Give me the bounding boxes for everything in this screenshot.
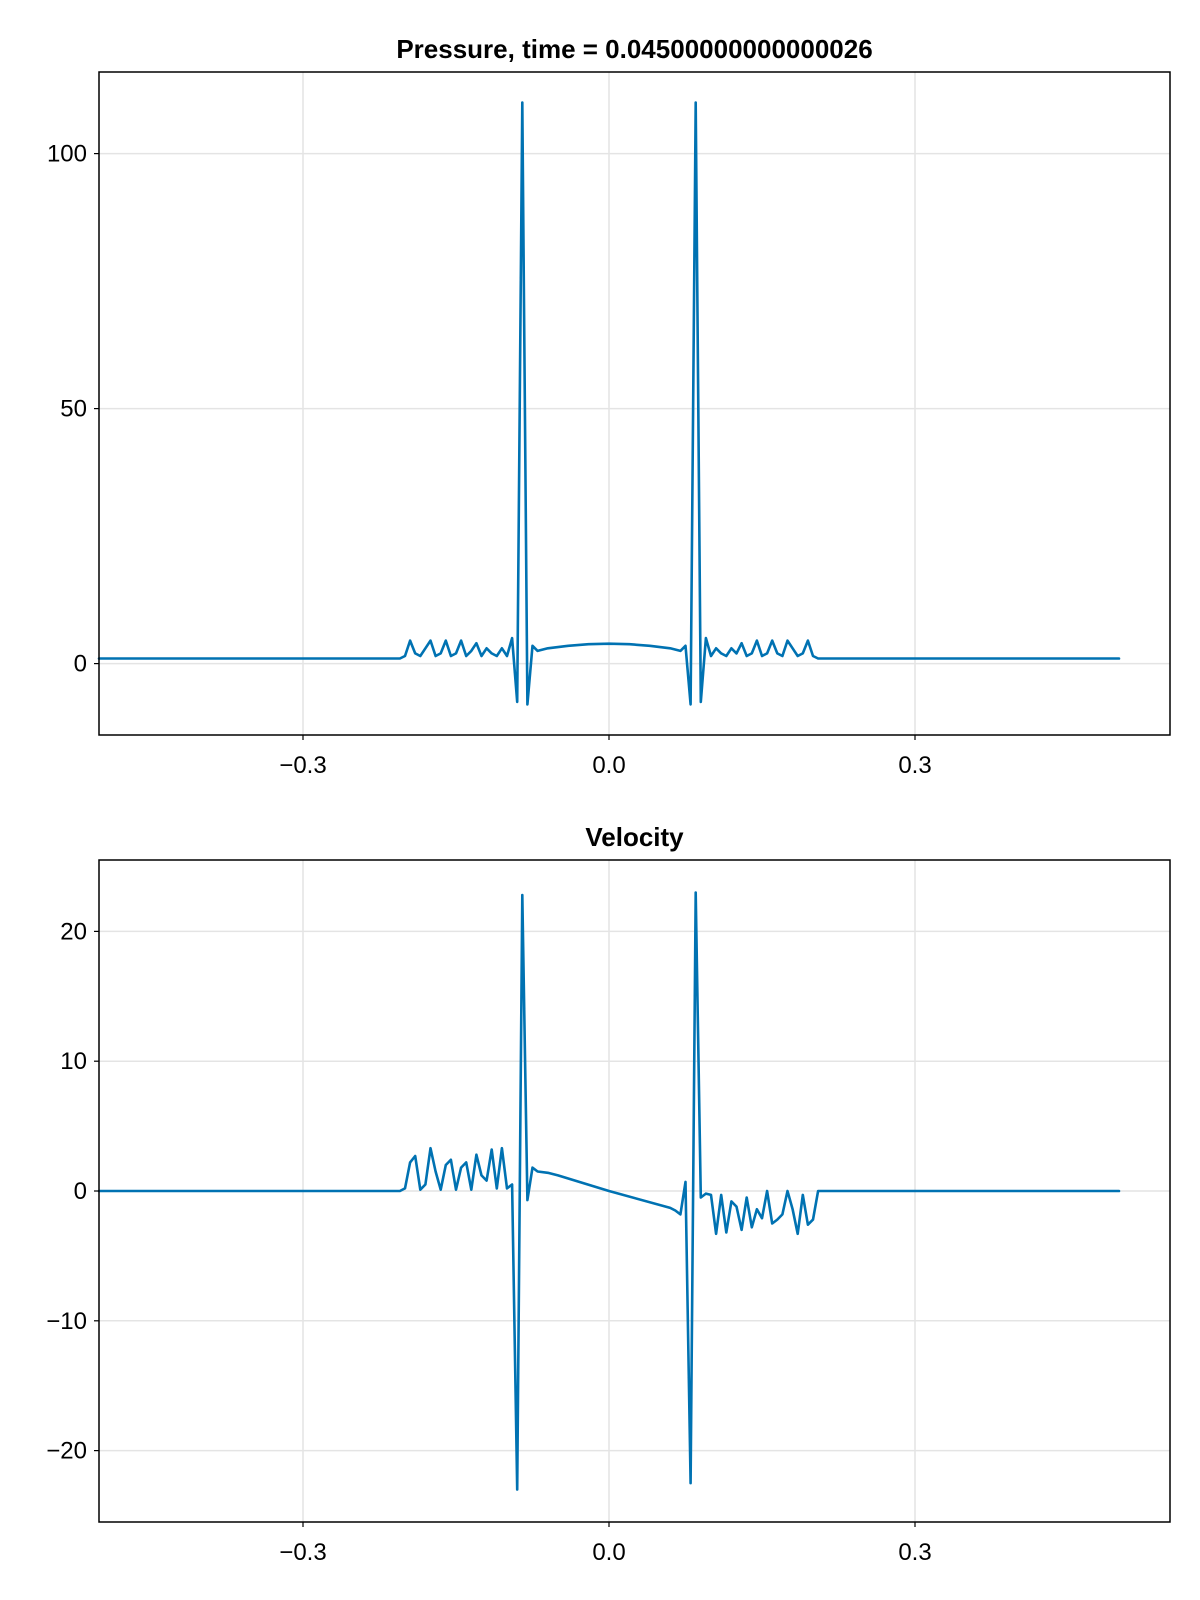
pressure-chart-title: Pressure, time = 0.04500000000000026 xyxy=(396,34,872,64)
velocity-chart-title: Velocity xyxy=(585,822,684,852)
pressure-panel: −0.3 0.0 0.3 0 50 100 Pressure, time = 0.04500… xyxy=(47,34,1171,779)
pressure-plot-frame xyxy=(98,71,1171,736)
pressure-y-tick-label: 100 xyxy=(47,141,87,168)
pressure-series-line xyxy=(97,101,1121,706)
velocity-x-tick-label: 0.3 xyxy=(898,1539,931,1566)
velocity-y-tick-label: −20 xyxy=(46,1438,87,1465)
velocity-y-tick-label: 0 xyxy=(74,1178,87,1205)
velocity-y-tick-label: −10 xyxy=(46,1308,87,1335)
velocity-x-tick-label: 0.0 xyxy=(592,1539,625,1566)
pressure-x-tick-label: 0.3 xyxy=(898,752,931,779)
pressure-x-tick-label: −0.3 xyxy=(279,752,326,779)
velocity-x-tick-label: −0.3 xyxy=(279,1539,326,1566)
pressure-y-tick-label: 50 xyxy=(60,396,87,423)
velocity-series-line xyxy=(97,891,1121,1491)
velocity-y-tick-label: 20 xyxy=(60,918,87,945)
velocity-y-tick-label: 10 xyxy=(60,1048,87,1075)
pressure-x-tick-label: 0.0 xyxy=(592,752,625,779)
pressure-y-tick-label: 0 xyxy=(74,651,87,678)
velocity-panel: −0.3 0.0 0.3 −20 −10 0 10 20 Velocity xyxy=(46,822,1171,1566)
